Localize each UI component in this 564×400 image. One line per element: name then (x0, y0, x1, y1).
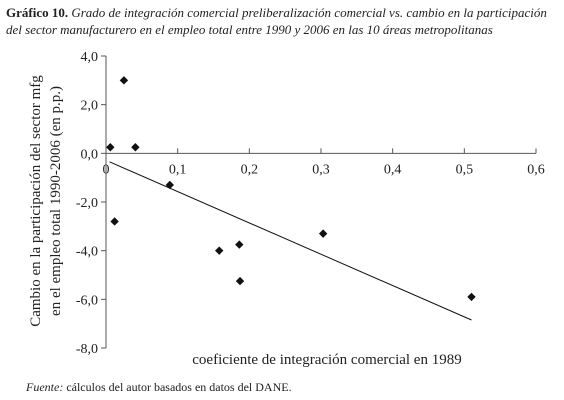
data-point (215, 246, 224, 255)
data-point (106, 143, 115, 152)
caption-label: Gráfico 10. (6, 5, 69, 20)
x-tick-label: 0,3 (312, 162, 330, 177)
x-tick-label: 0,2 (241, 162, 259, 177)
source-label: Fuente: (26, 380, 64, 394)
data-point (119, 76, 129, 85)
source-note: Fuente: cálculos del autor basados en da… (26, 380, 292, 395)
x-tick-label: 0,4 (384, 162, 402, 177)
source-text: cálculos del autor basados en datos del … (66, 380, 292, 394)
y-axis-title-line: Cambio en la participación del sector mf… (28, 75, 44, 327)
data-point (110, 217, 119, 226)
y-tick-label: 0,0 (81, 147, 99, 162)
x-tick-label: 0 (103, 162, 110, 177)
x-tick-label: 0,1 (169, 162, 187, 177)
y-tick-label: -2,0 (76, 196, 98, 211)
data-point (467, 292, 476, 302)
y-tick-label: 2,0 (81, 99, 99, 114)
data-point (318, 229, 328, 238)
x-axis-title: coeficiente de integración comercial en … (192, 352, 461, 368)
x-tick-label: 0,5 (456, 162, 474, 177)
y-axis-title: Cambio en la participación del sector mf… (28, 75, 64, 327)
y-tick-label: -8,0 (76, 342, 98, 357)
data-point (235, 276, 245, 286)
data-point (165, 180, 174, 190)
figure-caption: Gráfico 10. Grado de integración comerci… (6, 4, 558, 38)
trendline (109, 161, 472, 321)
caption-text: Grado de integración comercial prelibera… (6, 5, 547, 37)
y-axis-title-line: en el empleo total 1990-2006 (en p.p.) (48, 86, 64, 316)
data-point (131, 143, 140, 152)
y-tick-label: -4,0 (76, 245, 98, 260)
data-point (235, 240, 244, 249)
x-tick-label: 0,6 (527, 162, 545, 177)
y-tick-label: -6,0 (76, 293, 98, 308)
y-tick-label: 4,0 (81, 50, 99, 65)
